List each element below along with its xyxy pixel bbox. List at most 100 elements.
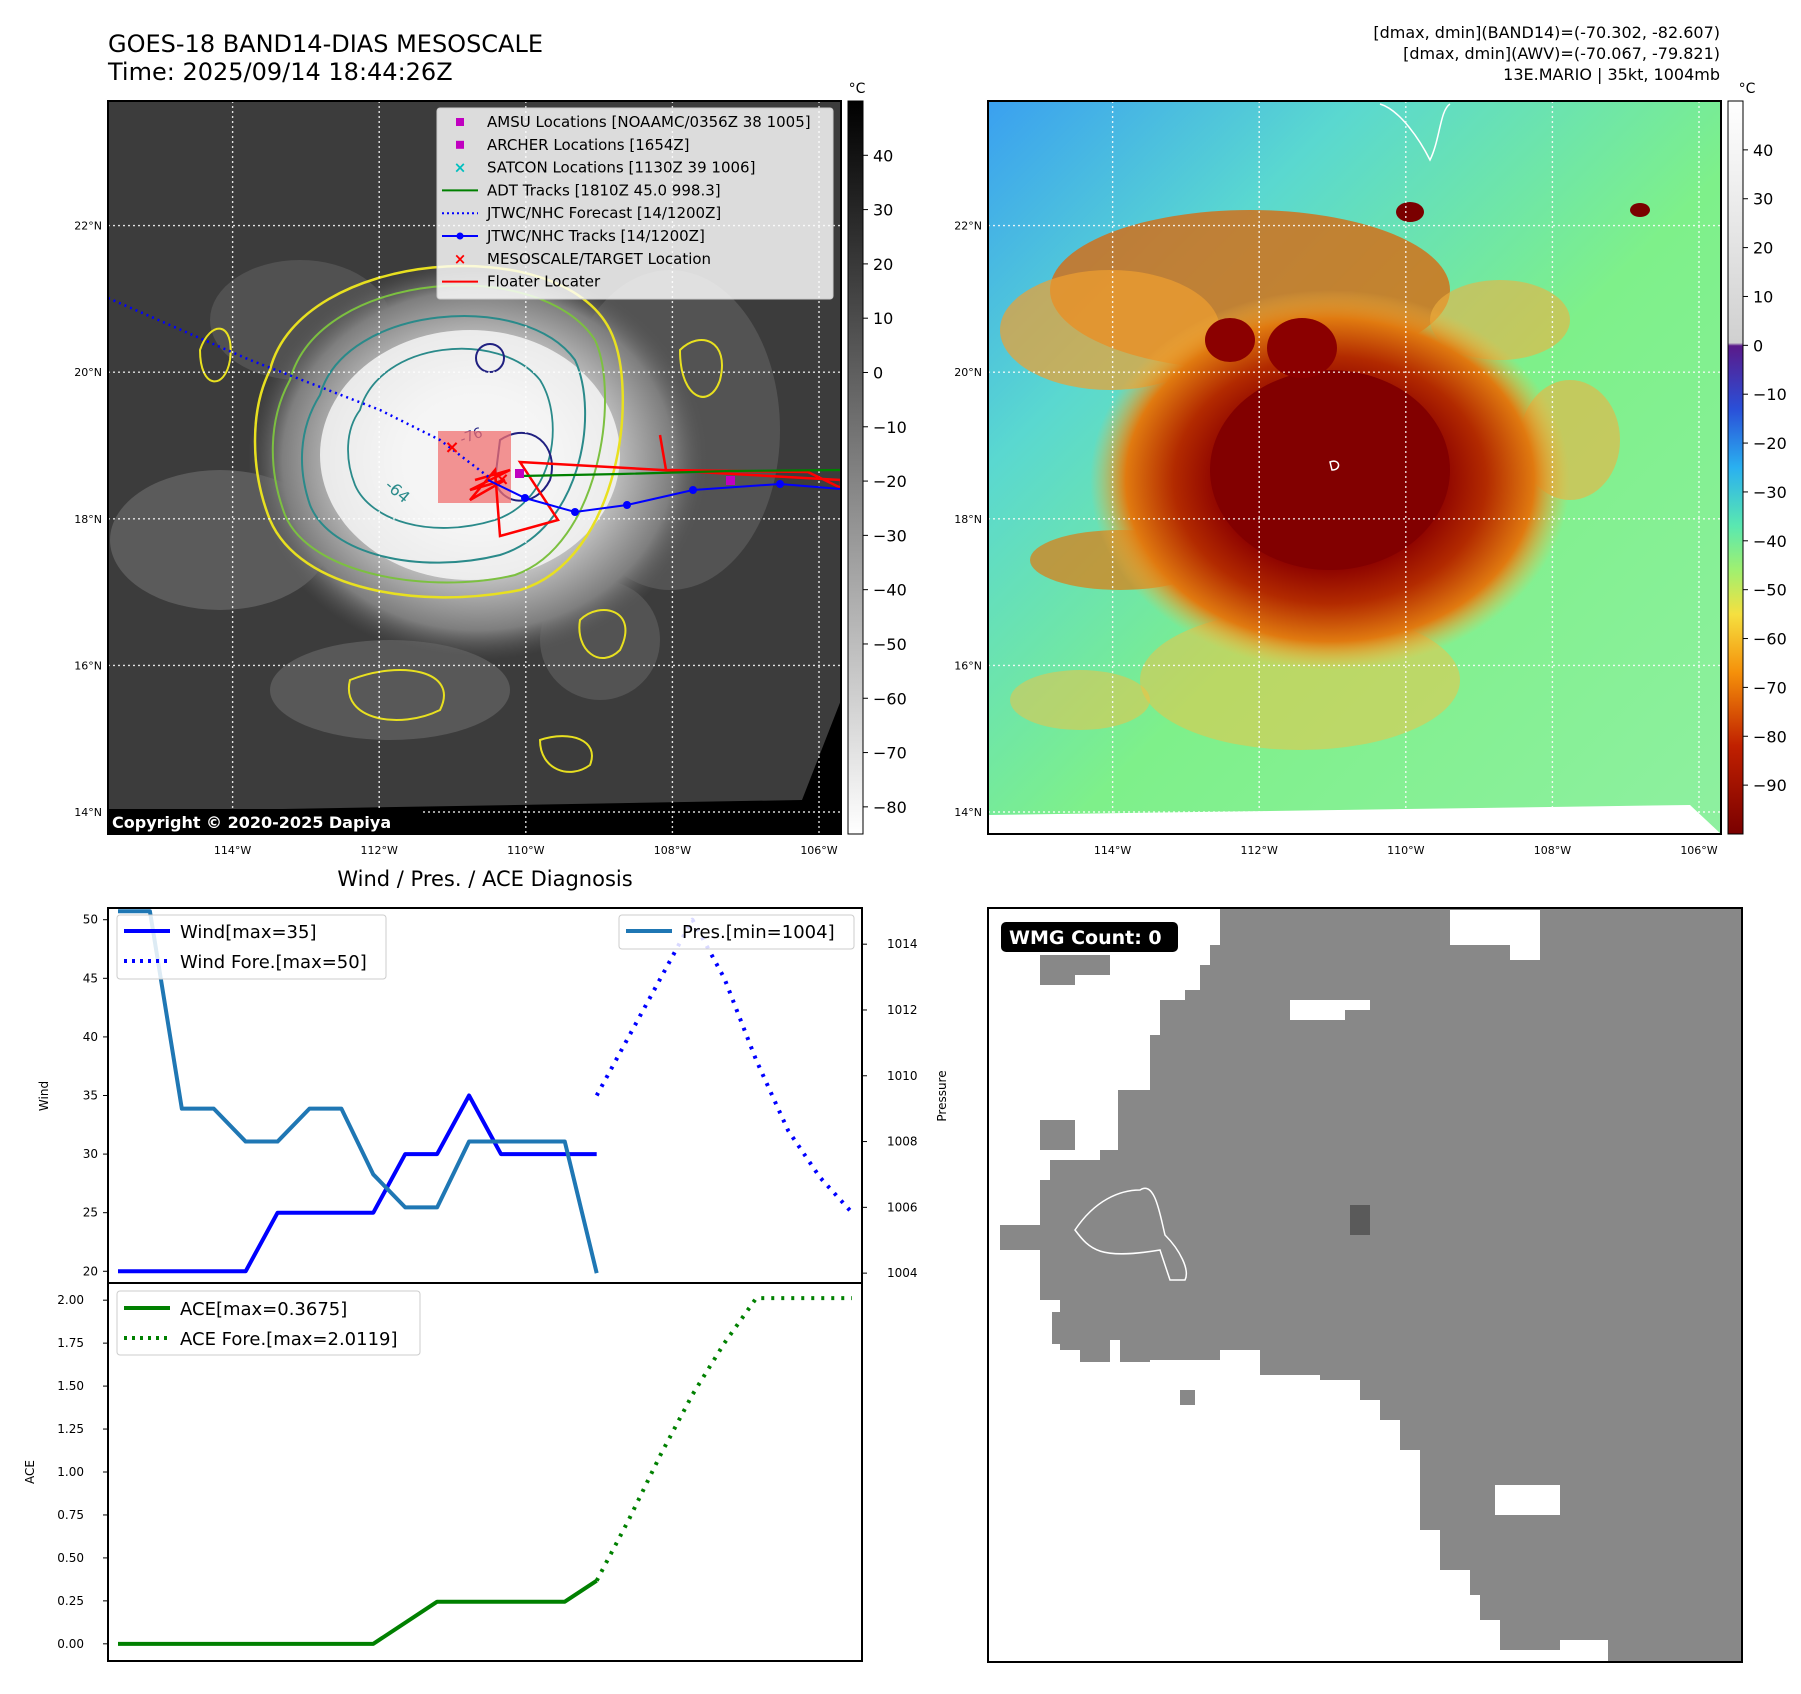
awv-cb-label: −90: [1753, 776, 1787, 795]
target-marker-2: ×: [494, 469, 509, 490]
jtwc-track-points: [521, 480, 784, 516]
ir-cb-label: −10: [873, 418, 907, 437]
legend-marker-x: ×: [454, 250, 467, 268]
awv-colorbar: [1727, 100, 1744, 835]
wmg-count-label: WMG Count: 0: [1009, 927, 1162, 949]
legend-marker-square: [456, 140, 464, 149]
diagnosis-panel: Wind / Pres. / ACE Diagnosis 50 45 40 35 30 2…: [23, 867, 949, 1662]
ir-lon-label: 110°W: [507, 844, 544, 857]
pressure-tick-label: 1004: [887, 1266, 918, 1280]
awv-cb-label: −30: [1753, 483, 1787, 502]
ace-axis-ticks: 2.00 1.75 1.50 1.25 1.00 0.75 0.50 0.25 0.00: [57, 1293, 108, 1651]
floater-locater-line: [469, 434, 841, 538]
ir-cb-label: 30: [873, 201, 893, 220]
legend-label: Floater Locater: [487, 273, 601, 291]
ir-lat-label: 18°N: [74, 513, 102, 526]
legend-ace-fore: ACE Fore.[max=2.0119]: [180, 1329, 398, 1350]
awv-lon-label: 110°W: [1387, 844, 1424, 857]
ace-line: [118, 1579, 598, 1646]
wind-tick-label: 35: [83, 1089, 98, 1103]
ir-legend: AMSU Locations [NOAAMC/0356Z 38 1005] ARC…: [436, 107, 834, 300]
ir-lon-labels: 114°W 112°W 110°W 108°W 106°W: [214, 844, 838, 857]
legend-label: ARCHER Locations [1654Z]: [487, 136, 690, 154]
ir-cb-label: −80: [873, 798, 907, 817]
awv-colorbar-ticks: 40 30 20 10 0 −10 −20 −30 −40 −50 −60 −70 −80 −90: [1743, 141, 1787, 795]
awv-lon-label: 108°W: [1534, 844, 1571, 857]
pressure-tick-label: 1006: [887, 1200, 918, 1214]
ace-tick-label: 0.00: [57, 1637, 84, 1651]
wind-series-layer: [118, 909, 854, 1274]
ir-cb-label: −50: [873, 635, 907, 654]
awv-cb-label: 20: [1753, 239, 1773, 258]
legend-label: SATCON Locations [1130Z 39 1006]: [487, 159, 755, 177]
ir-lon-label: 112°W: [361, 844, 398, 857]
legend-wind-fore: Wind Fore.[max=50]: [180, 952, 367, 973]
info-band14: [dmax, dmin](BAND14)=(-70.302, -82.607): [1373, 23, 1720, 42]
ace-tick-label: 0.25: [57, 1594, 84, 1608]
legend-marker-square: [456, 118, 464, 126]
legend-label: JTWC/NHC Tracks [14/1200Z]: [486, 227, 705, 245]
legend-pres: Pres.[min=1004]: [682, 922, 835, 943]
wind-axis-ticks: 50 45 40 35 30 25 20: [83, 913, 108, 1278]
awv-lon-label: 114°W: [1094, 844, 1131, 857]
wind-line: [118, 1093, 597, 1274]
info-awv: [dmax, dmin](AWV)=(-70.067, -79.821): [1403, 44, 1720, 63]
copyright-text: Copyright © 2020-2025 Dapiya: [112, 813, 391, 832]
wmg-cloud-mask: [1000, 908, 1742, 1662]
legend-marker-dot: [456, 232, 464, 240]
ace-tick-label: 0.75: [57, 1508, 84, 1522]
awv-gridlines: [988, 101, 1721, 834]
legend-label: ADT Tracks [1810Z 45.0 998.3]: [487, 181, 721, 199]
wind-tick-label: 25: [83, 1206, 98, 1220]
awv-lat-labels: 22°N 20°N 18°N 16°N 14°N: [954, 220, 982, 819]
legend-label: JTWC/NHC Forecast [14/1200Z]: [486, 204, 721, 222]
awv-cb-label: −40: [1753, 532, 1787, 551]
awv-cb-label: −50: [1753, 581, 1787, 600]
awv-lat-label: 20°N: [954, 366, 982, 379]
ir-cb-label: −60: [873, 689, 907, 708]
wind-tick-label: 40: [83, 1030, 98, 1044]
ir-satellite-panel: -64 -76 × × AMSU L: [74, 81, 907, 857]
awv-cb-label: −10: [1753, 385, 1787, 404]
floater-box: [438, 431, 511, 503]
adt-track-line: [519, 468, 841, 478]
awv-lat-label: 18°N: [954, 513, 982, 526]
awv-cb-label: −60: [1753, 630, 1787, 649]
pressure-axis-ticks: 1014 1012 1010 1008 1006 1004: [862, 937, 918, 1280]
ir-colorbar-ticks: 40 30 20 10 0 −10 −20 −30 −40 −50 −60 −70 −80: [863, 146, 907, 817]
jtwc-forecast-line: [108, 296, 491, 479]
ace-legend: ACE[max=0.3675] ACE Fore.[max=2.0119]: [116, 1290, 421, 1356]
legend-marker-x: ×: [454, 159, 467, 177]
ace-tick-label: 1.75: [57, 1336, 84, 1350]
ir-lat-labels: 22°N 20°N 18°N 16°N 14°N: [74, 220, 102, 819]
wind-tick-label: 30: [83, 1147, 98, 1161]
figure-title: GOES-18 BAND14-DIAS MESOSCALE: [108, 30, 543, 58]
ir-cb-label: 40: [873, 146, 893, 165]
pressure-line: [118, 909, 599, 1274]
pressure-axis-label: Pressure: [935, 1070, 949, 1121]
wmg-panel: WMG Count: 0: [987, 907, 1743, 1663]
awv-lat-label: 14°N: [954, 806, 982, 819]
awv-lon-label: 106°W: [1680, 844, 1717, 857]
ir-colorbar-unit: °C: [849, 81, 866, 97]
ir-lon-label: 108°W: [654, 844, 691, 857]
legend-label: MESOSCALE/TARGET Location: [487, 250, 711, 268]
ir-cb-label: −20: [873, 472, 907, 491]
awv-satellite-panel: 22°N 20°N 18°N 16°N 14°N 114°W 112°W 110°W 108°…: [954, 81, 1787, 857]
ir-lat-label: 22°N: [74, 220, 102, 233]
target-marker: ×: [444, 437, 459, 458]
ace-axis-label: ACE: [23, 1460, 37, 1484]
pressure-legend: Pres.[min=1004]: [618, 914, 855, 950]
ir-lat-label: 14°N: [74, 806, 102, 819]
awv-cb-label: 10: [1753, 287, 1773, 306]
awv-colorbar-unit: °C: [1739, 81, 1756, 97]
wind-tick-label: 50: [83, 913, 98, 927]
pressure-tick-label: 1010: [887, 1069, 918, 1083]
ace-tick-label: 0.50: [57, 1551, 84, 1565]
legend-label: AMSU Locations [NOAAMC/0356Z 38 1005]: [487, 113, 811, 131]
pressure-tick-label: 1012: [887, 1003, 918, 1017]
awv-cb-label: −80: [1753, 727, 1787, 746]
wind-axis-label: Wind: [37, 1081, 51, 1111]
legend-wind: Wind[max=35]: [180, 922, 317, 943]
ir-lon-label: 114°W: [214, 844, 251, 857]
